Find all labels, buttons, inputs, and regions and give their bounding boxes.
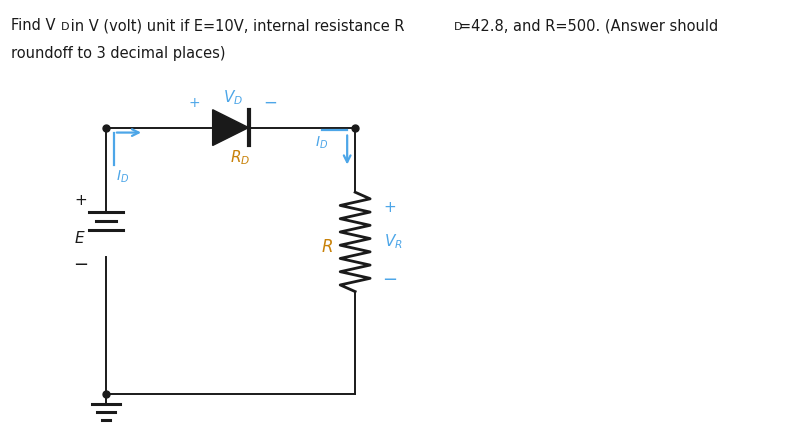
Text: $V_D$: $V_D$ bbox=[223, 89, 243, 107]
Text: D: D bbox=[455, 22, 462, 32]
Polygon shape bbox=[213, 110, 248, 145]
Text: roundoff to 3 decimal places): roundoff to 3 decimal places) bbox=[11, 46, 226, 61]
Text: +: + bbox=[75, 193, 88, 208]
Text: $V_R$: $V_R$ bbox=[384, 232, 403, 251]
Text: $I_D$: $I_D$ bbox=[315, 134, 329, 151]
Text: −: − bbox=[73, 256, 88, 274]
Text: −: − bbox=[382, 270, 397, 289]
Text: $R_D$: $R_D$ bbox=[230, 148, 251, 167]
Text: D: D bbox=[60, 22, 69, 32]
Text: $R$: $R$ bbox=[322, 238, 334, 256]
Text: $E$: $E$ bbox=[75, 230, 86, 246]
Text: in V (volt) unit if E=10V, internal resistance R: in V (volt) unit if E=10V, internal resi… bbox=[65, 18, 404, 33]
Text: Find V: Find V bbox=[11, 18, 56, 33]
Text: $I_D$: $I_D$ bbox=[116, 169, 129, 186]
Text: =42.8, and R=500. (Answer should: =42.8, and R=500. (Answer should bbox=[459, 18, 719, 33]
Text: +: + bbox=[189, 96, 201, 110]
Text: −: − bbox=[263, 94, 277, 112]
Text: +: + bbox=[384, 200, 396, 215]
